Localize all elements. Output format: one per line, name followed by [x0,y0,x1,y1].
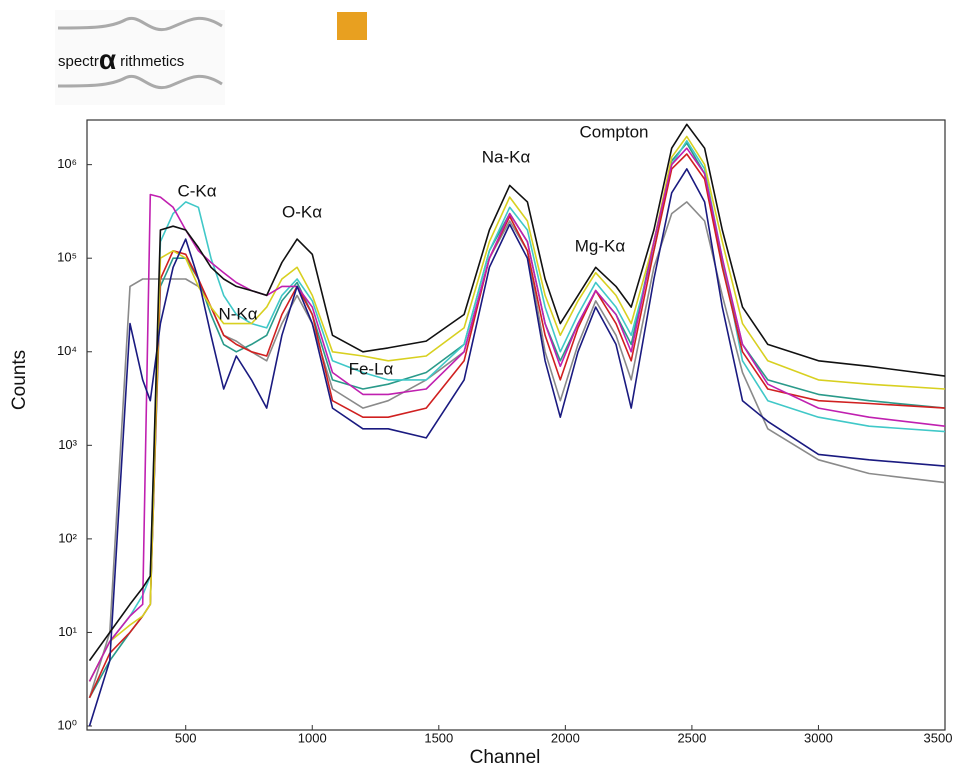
peak-label: Fe-Lα [349,359,394,378]
y-tick-label: 10³ [58,437,77,452]
x-tick-label: 3500 [924,730,953,745]
logo-prefix: spectr [58,53,99,70]
x-tick-label: 500 [175,730,197,745]
y-tick-label: 10⁴ [57,343,77,358]
logo-wave [57,16,223,32]
x-tick-label: 2500 [677,730,706,745]
spectrum-line [88,123,946,662]
spectrum-line [88,153,946,699]
logo-wave [57,74,223,90]
peak-label: Compton [580,122,649,141]
logo-icon [337,12,367,40]
plot-frame [86,119,946,731]
x-tick-label: 3000 [804,730,833,745]
peak-label: O-Kα [282,202,322,221]
logo-alpha: α [99,44,116,75]
logo-text: spectrα rithmetics [58,44,184,75]
logo-box [55,10,225,105]
y-tick-label: 10¹ [58,624,77,639]
spectrum-line [88,147,946,682]
x-tick-label: 1500 [424,730,453,745]
x-axis-title: Channel [470,747,541,768]
y-tick-label: 10⁵ [57,250,77,265]
peak-label: Mg-Kα [575,236,626,255]
peak-label: Na-Kα [482,147,531,166]
peak-label: C-Kα [177,181,216,200]
peak-label: N-Kα [218,304,257,323]
y-tick-label: 10² [58,530,77,545]
y-axis-title: Counts [9,350,30,410]
y-tick-label: 10⁰ [57,717,77,732]
spectrum-line [88,140,946,682]
spectrum-line [88,135,946,682]
x-tick-label: 2000 [551,730,580,745]
spectrum-line [88,142,946,699]
x-tick-label: 1000 [298,730,327,745]
logo-suffix: rithmetics [120,53,184,70]
logo: spectrα rithmetics [55,10,367,105]
y-tick-label: 10⁶ [57,156,77,171]
spectrum-line [88,168,946,727]
